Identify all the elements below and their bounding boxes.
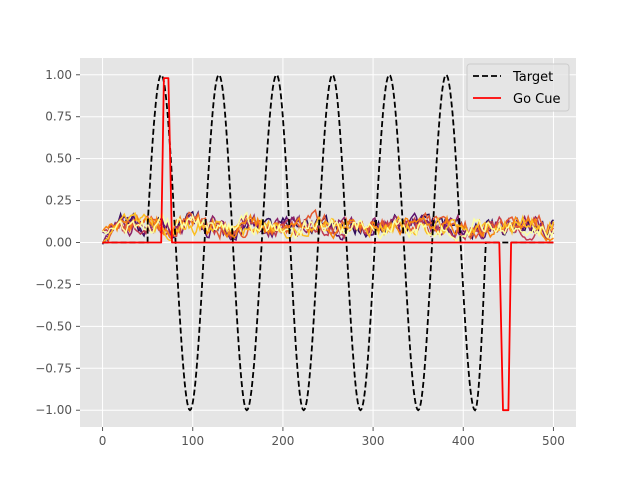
x-tick-label: 300 — [362, 434, 385, 448]
output-trace-line — [102, 210, 555, 243]
output-traces — [101, 208, 555, 245]
x-axis-ticks: 0 100 200 300 400 500 — [99, 427, 565, 448]
output-trace-line — [101, 211, 555, 244]
y-tick-label: −0.50 — [35, 319, 72, 333]
x-tick-label: 200 — [271, 434, 294, 448]
y-tick-label: 0.50 — [45, 152, 72, 166]
go-cue-series — [102, 77, 554, 412]
target-line — [102, 73, 554, 412]
y-tick-label: −0.25 — [35, 277, 72, 291]
y-tick-label: −0.75 — [35, 361, 72, 375]
legend: Target Go Cue — [466, 63, 570, 112]
y-tick-label: −1.00 — [35, 403, 72, 417]
target-series — [102, 73, 554, 412]
x-tick-label: 500 — [542, 434, 565, 448]
legend-target-label: Target — [512, 70, 553, 85]
x-tick-label: 400 — [452, 434, 475, 448]
x-tick-label: 0 — [99, 434, 107, 448]
x-tick-label: 100 — [181, 434, 204, 448]
legend-go-cue-label: Go Cue — [513, 92, 560, 107]
y-tick-label: 0.00 — [45, 236, 72, 250]
y-tick-label: 0.25 — [45, 194, 72, 208]
go-cue-line — [102, 77, 554, 412]
y-tick-label: 0.75 — [45, 110, 72, 124]
y-tick-label: 1.00 — [45, 68, 72, 82]
y-axis-ticks: 1.00 0.75 0.50 0.25 0.00 −0.25 −0.50 −0.75 −1.00 — [35, 68, 80, 417]
